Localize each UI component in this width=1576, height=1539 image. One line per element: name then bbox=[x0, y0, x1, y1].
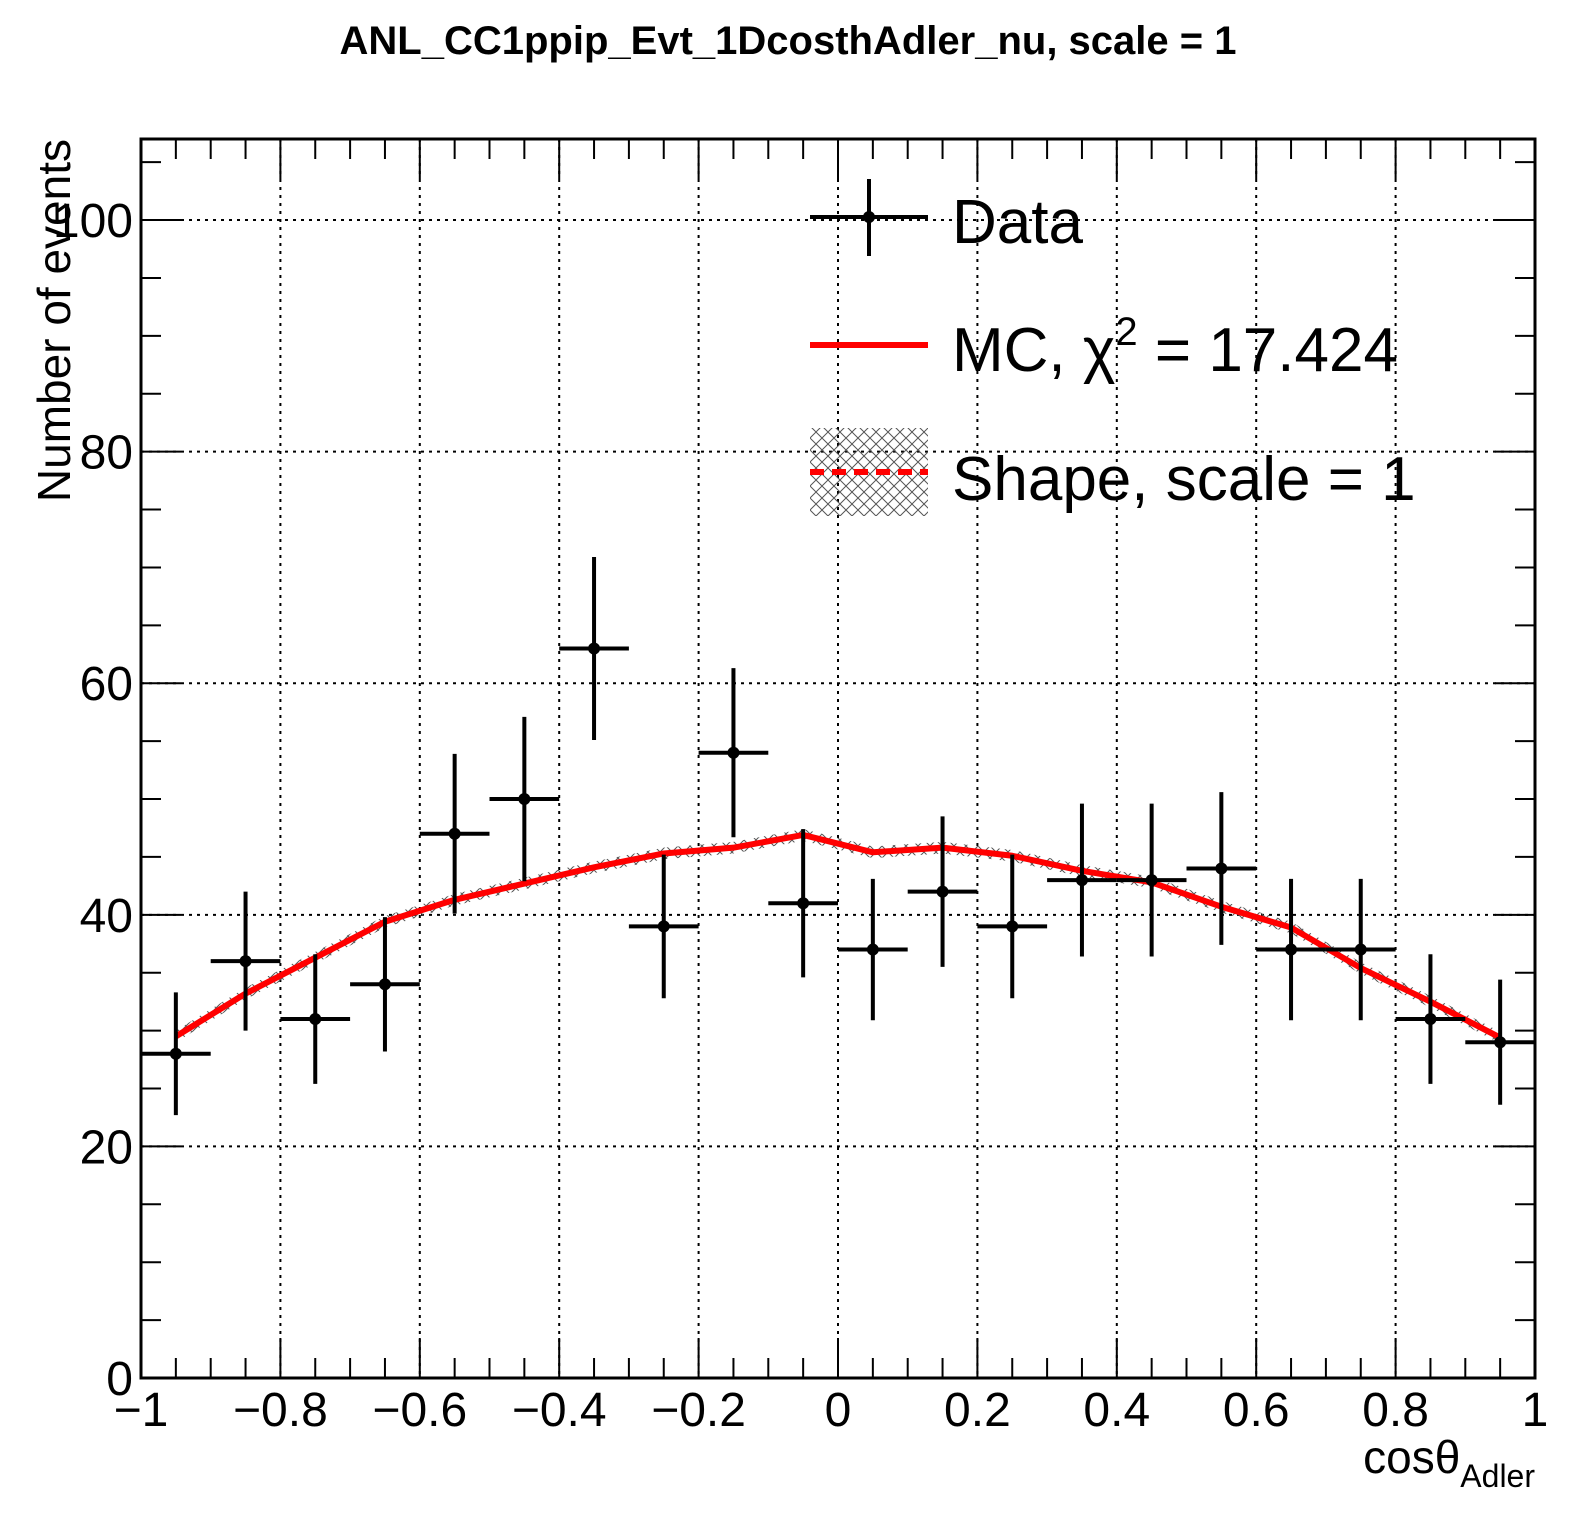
y-tick-label: 0 bbox=[106, 1353, 133, 1406]
legend: Data MC, χ2 = 17.424 Shape, scale = 1 bbox=[810, 179, 1416, 516]
data-marker bbox=[169, 1047, 182, 1060]
data-point bbox=[350, 917, 420, 1052]
data-marker bbox=[1285, 943, 1298, 956]
data-marker bbox=[1075, 874, 1088, 887]
data-point bbox=[489, 716, 560, 882]
data-marker bbox=[518, 793, 531, 806]
data-point bbox=[1186, 792, 1257, 945]
y-tick-labels: 0 20 40 60 80 100 bbox=[53, 195, 133, 1406]
y-tick-label: 100 bbox=[53, 195, 133, 248]
data-marker bbox=[448, 827, 461, 840]
data-marker bbox=[239, 955, 252, 968]
legend-data-marker bbox=[810, 179, 928, 256]
x-tick-label: −0.2 bbox=[651, 1384, 746, 1437]
mc-line bbox=[174, 831, 1502, 1041]
grid bbox=[141, 139, 1535, 1378]
legend-data-label: Data bbox=[952, 188, 1083, 257]
data-marker bbox=[797, 897, 810, 910]
x-tick-label: 1 bbox=[1522, 1384, 1549, 1437]
y-tick-label: 20 bbox=[80, 1121, 133, 1174]
data-point bbox=[1325, 878, 1396, 1021]
data-point bbox=[628, 854, 699, 999]
mc-series bbox=[174, 829, 1502, 1044]
data-marker bbox=[588, 642, 601, 655]
x-tick-label: 0.4 bbox=[1083, 1384, 1150, 1437]
x-tick-label: 0 bbox=[825, 1384, 852, 1437]
data-point bbox=[838, 878, 908, 1021]
data-point bbox=[1465, 979, 1535, 1105]
y-axis-label: Number of events bbox=[28, 139, 80, 502]
data-marker bbox=[1494, 1036, 1507, 1049]
data-point bbox=[977, 854, 1048, 999]
data-marker bbox=[1354, 943, 1367, 956]
data-marker bbox=[657, 920, 670, 933]
legend-shape-label: Shape, scale = 1 bbox=[952, 445, 1416, 514]
data-point bbox=[907, 816, 978, 967]
data-marker bbox=[936, 885, 949, 898]
y-tick-label: 40 bbox=[80, 890, 133, 943]
data-point bbox=[1116, 803, 1187, 957]
data-point bbox=[419, 753, 490, 914]
data-point bbox=[210, 891, 281, 1031]
x-tick-label: −0.6 bbox=[372, 1384, 467, 1437]
x-tick-label: −0.8 bbox=[233, 1384, 328, 1437]
data-point bbox=[141, 992, 211, 1116]
data-point bbox=[768, 829, 838, 978]
y-tick-label: 80 bbox=[80, 427, 133, 480]
data-marker bbox=[1145, 874, 1158, 887]
x-tick-label: 0.8 bbox=[1362, 1384, 1429, 1437]
legend-mc-label: MC, χ2 = 17.424 bbox=[952, 310, 1398, 385]
mc-uncertainty-band bbox=[175, 829, 1501, 1044]
data-marker bbox=[727, 746, 740, 759]
data-marker bbox=[1424, 1013, 1437, 1026]
axis-ticks bbox=[140, 139, 1536, 1379]
data-marker bbox=[378, 978, 391, 991]
data-series bbox=[141, 557, 1535, 1116]
x-axis-label: cosθAdler bbox=[1363, 1431, 1535, 1494]
x-tick-label: −1 bbox=[114, 1384, 169, 1437]
x-tick-label: −0.4 bbox=[512, 1384, 607, 1437]
data-marker bbox=[866, 943, 879, 956]
chart-title: ANL_CC1ppip_Evt_1DcosthAdler_nu, scale =… bbox=[340, 19, 1237, 63]
x-tick-labels: −1 −0.8 −0.6 −0.4 −0.2 0 0.2 0.4 0.6 0.8 1 bbox=[114, 1384, 1549, 1437]
data-marker bbox=[1006, 920, 1019, 933]
data-marker bbox=[309, 1013, 322, 1026]
data-marker bbox=[1215, 862, 1228, 875]
y-tick-label: 60 bbox=[80, 658, 133, 711]
x-tick-label: 0.6 bbox=[1223, 1384, 1290, 1437]
plot-frame bbox=[139, 137, 1537, 1380]
data-point bbox=[559, 557, 629, 740]
data-point bbox=[1395, 954, 1466, 1084]
x-tick-label: 0.2 bbox=[944, 1384, 1011, 1437]
data-point bbox=[1256, 878, 1326, 1021]
data-point bbox=[698, 668, 769, 838]
data-point bbox=[280, 954, 351, 1084]
data-point bbox=[1047, 803, 1117, 957]
